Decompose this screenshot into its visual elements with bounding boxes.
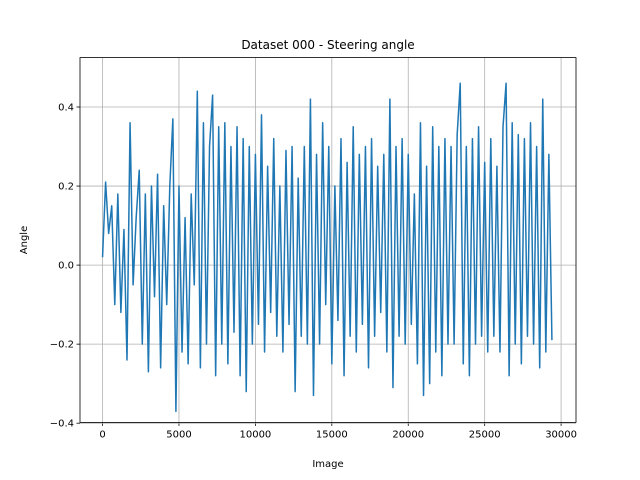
y-tick-label: 0.0 (58, 261, 74, 272)
data-line (101, 82, 553, 413)
axes-frame (79, 57, 577, 423)
x-axis-label: Image (312, 459, 343, 470)
y-axis-label: Angle (19, 226, 30, 254)
x-tick-label: 25000 (469, 429, 501, 440)
x-tick-label: 15000 (316, 429, 348, 440)
x-tick-label: 0 (99, 429, 105, 440)
x-tick-label: 30000 (545, 429, 577, 440)
x-tick-label: 20000 (392, 429, 424, 440)
chart-title: Dataset 000 - Steering angle (241, 38, 414, 52)
y-tick-label: 0.4 (58, 103, 74, 114)
x-tick-label: 10000 (239, 429, 271, 440)
y-tick-label: −0.2 (50, 340, 74, 351)
x-tick-label: 5000 (166, 429, 191, 440)
y-tick-label: −0.4 (50, 419, 74, 430)
y-tick-label: 0.2 (58, 182, 74, 193)
